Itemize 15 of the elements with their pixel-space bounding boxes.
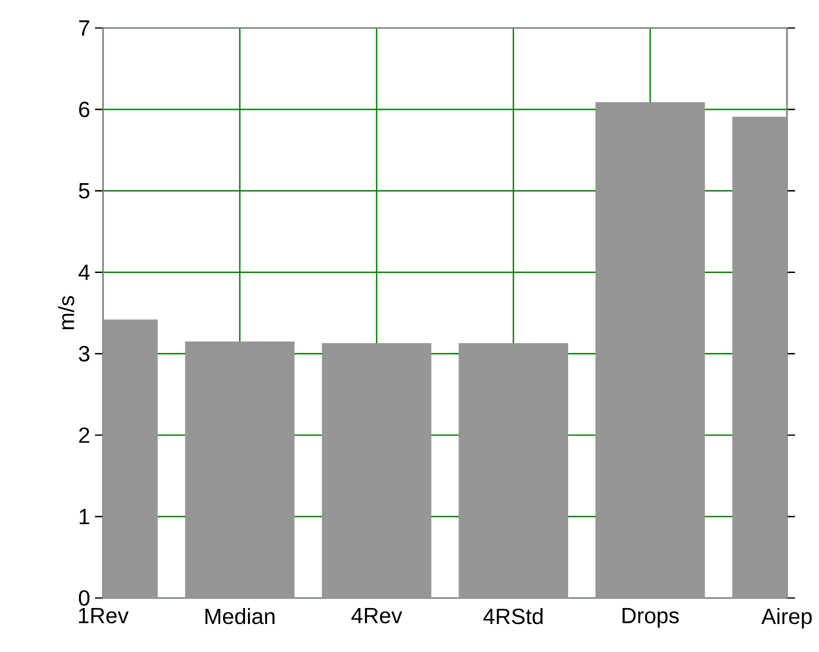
y-tick-label: 3	[78, 346, 90, 362]
x-tick-label: Median	[206, 608, 274, 624]
y-tick-label: 6	[79, 102, 90, 118]
y-tick-label: 5	[78, 183, 90, 199]
y-tick-label: 7	[79, 20, 90, 36]
y-tick-label: 4	[78, 264, 90, 280]
y-tick-label: 1	[80, 508, 90, 524]
x-tick-label: 4Rev	[351, 608, 402, 624]
y-axis-title: m/s	[58, 296, 74, 330]
x-tick-label: 4RStd	[483, 608, 543, 624]
x-tick-label: Drops	[622, 608, 679, 628]
y-tick-label: 0	[78, 590, 90, 606]
x-tick-label: Airep	[761, 608, 812, 629]
x-tick-label: 1Rev	[78, 608, 129, 624]
y-tick-label: 2	[79, 427, 90, 443]
